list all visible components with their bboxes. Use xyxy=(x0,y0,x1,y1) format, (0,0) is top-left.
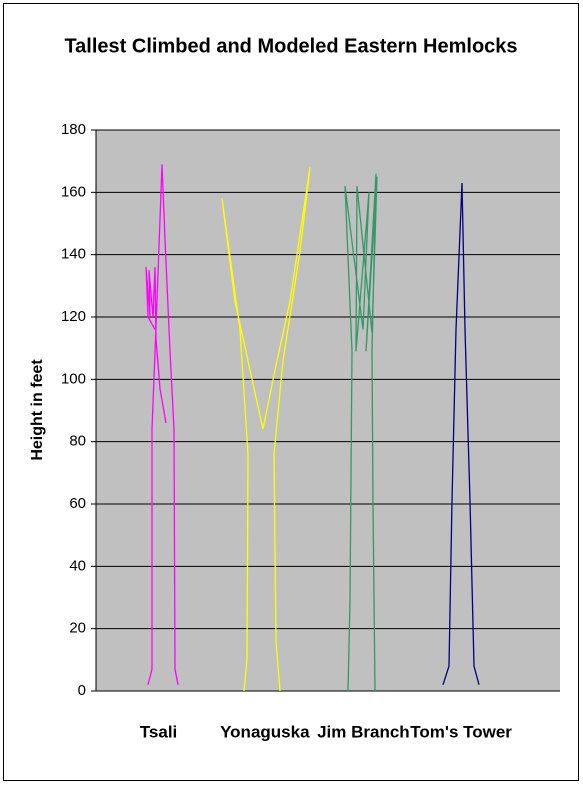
y-tick-label: 100 xyxy=(61,370,86,387)
x-category-label: Tsali xyxy=(140,722,177,741)
x-category-label: Yonaguska xyxy=(220,722,310,741)
y-tick-label: 140 xyxy=(61,246,86,263)
x-category-label: Jim Branch xyxy=(317,722,410,741)
plot-area xyxy=(96,130,560,691)
y-tick-label: 180 xyxy=(61,121,86,138)
x-category-label: Tom's Tower xyxy=(410,722,512,741)
y-tick-label: 80 xyxy=(69,433,86,450)
y-tick-label: 40 xyxy=(69,557,86,574)
y-axis-label: Height in feet xyxy=(29,359,46,461)
y-tick-label: 120 xyxy=(61,308,86,325)
y-tick-label: 20 xyxy=(69,620,86,637)
tree-outline xyxy=(145,164,179,685)
tree-outline xyxy=(221,167,311,692)
y-tick-label: 60 xyxy=(69,495,86,512)
y-tick-label: 0 xyxy=(78,682,86,699)
tree-outline xyxy=(344,173,378,692)
tree-outline xyxy=(442,182,480,685)
y-tick-label: 160 xyxy=(61,183,86,200)
chart-title: Tallest Climbed and Modeled Eastern Heml… xyxy=(64,35,517,57)
